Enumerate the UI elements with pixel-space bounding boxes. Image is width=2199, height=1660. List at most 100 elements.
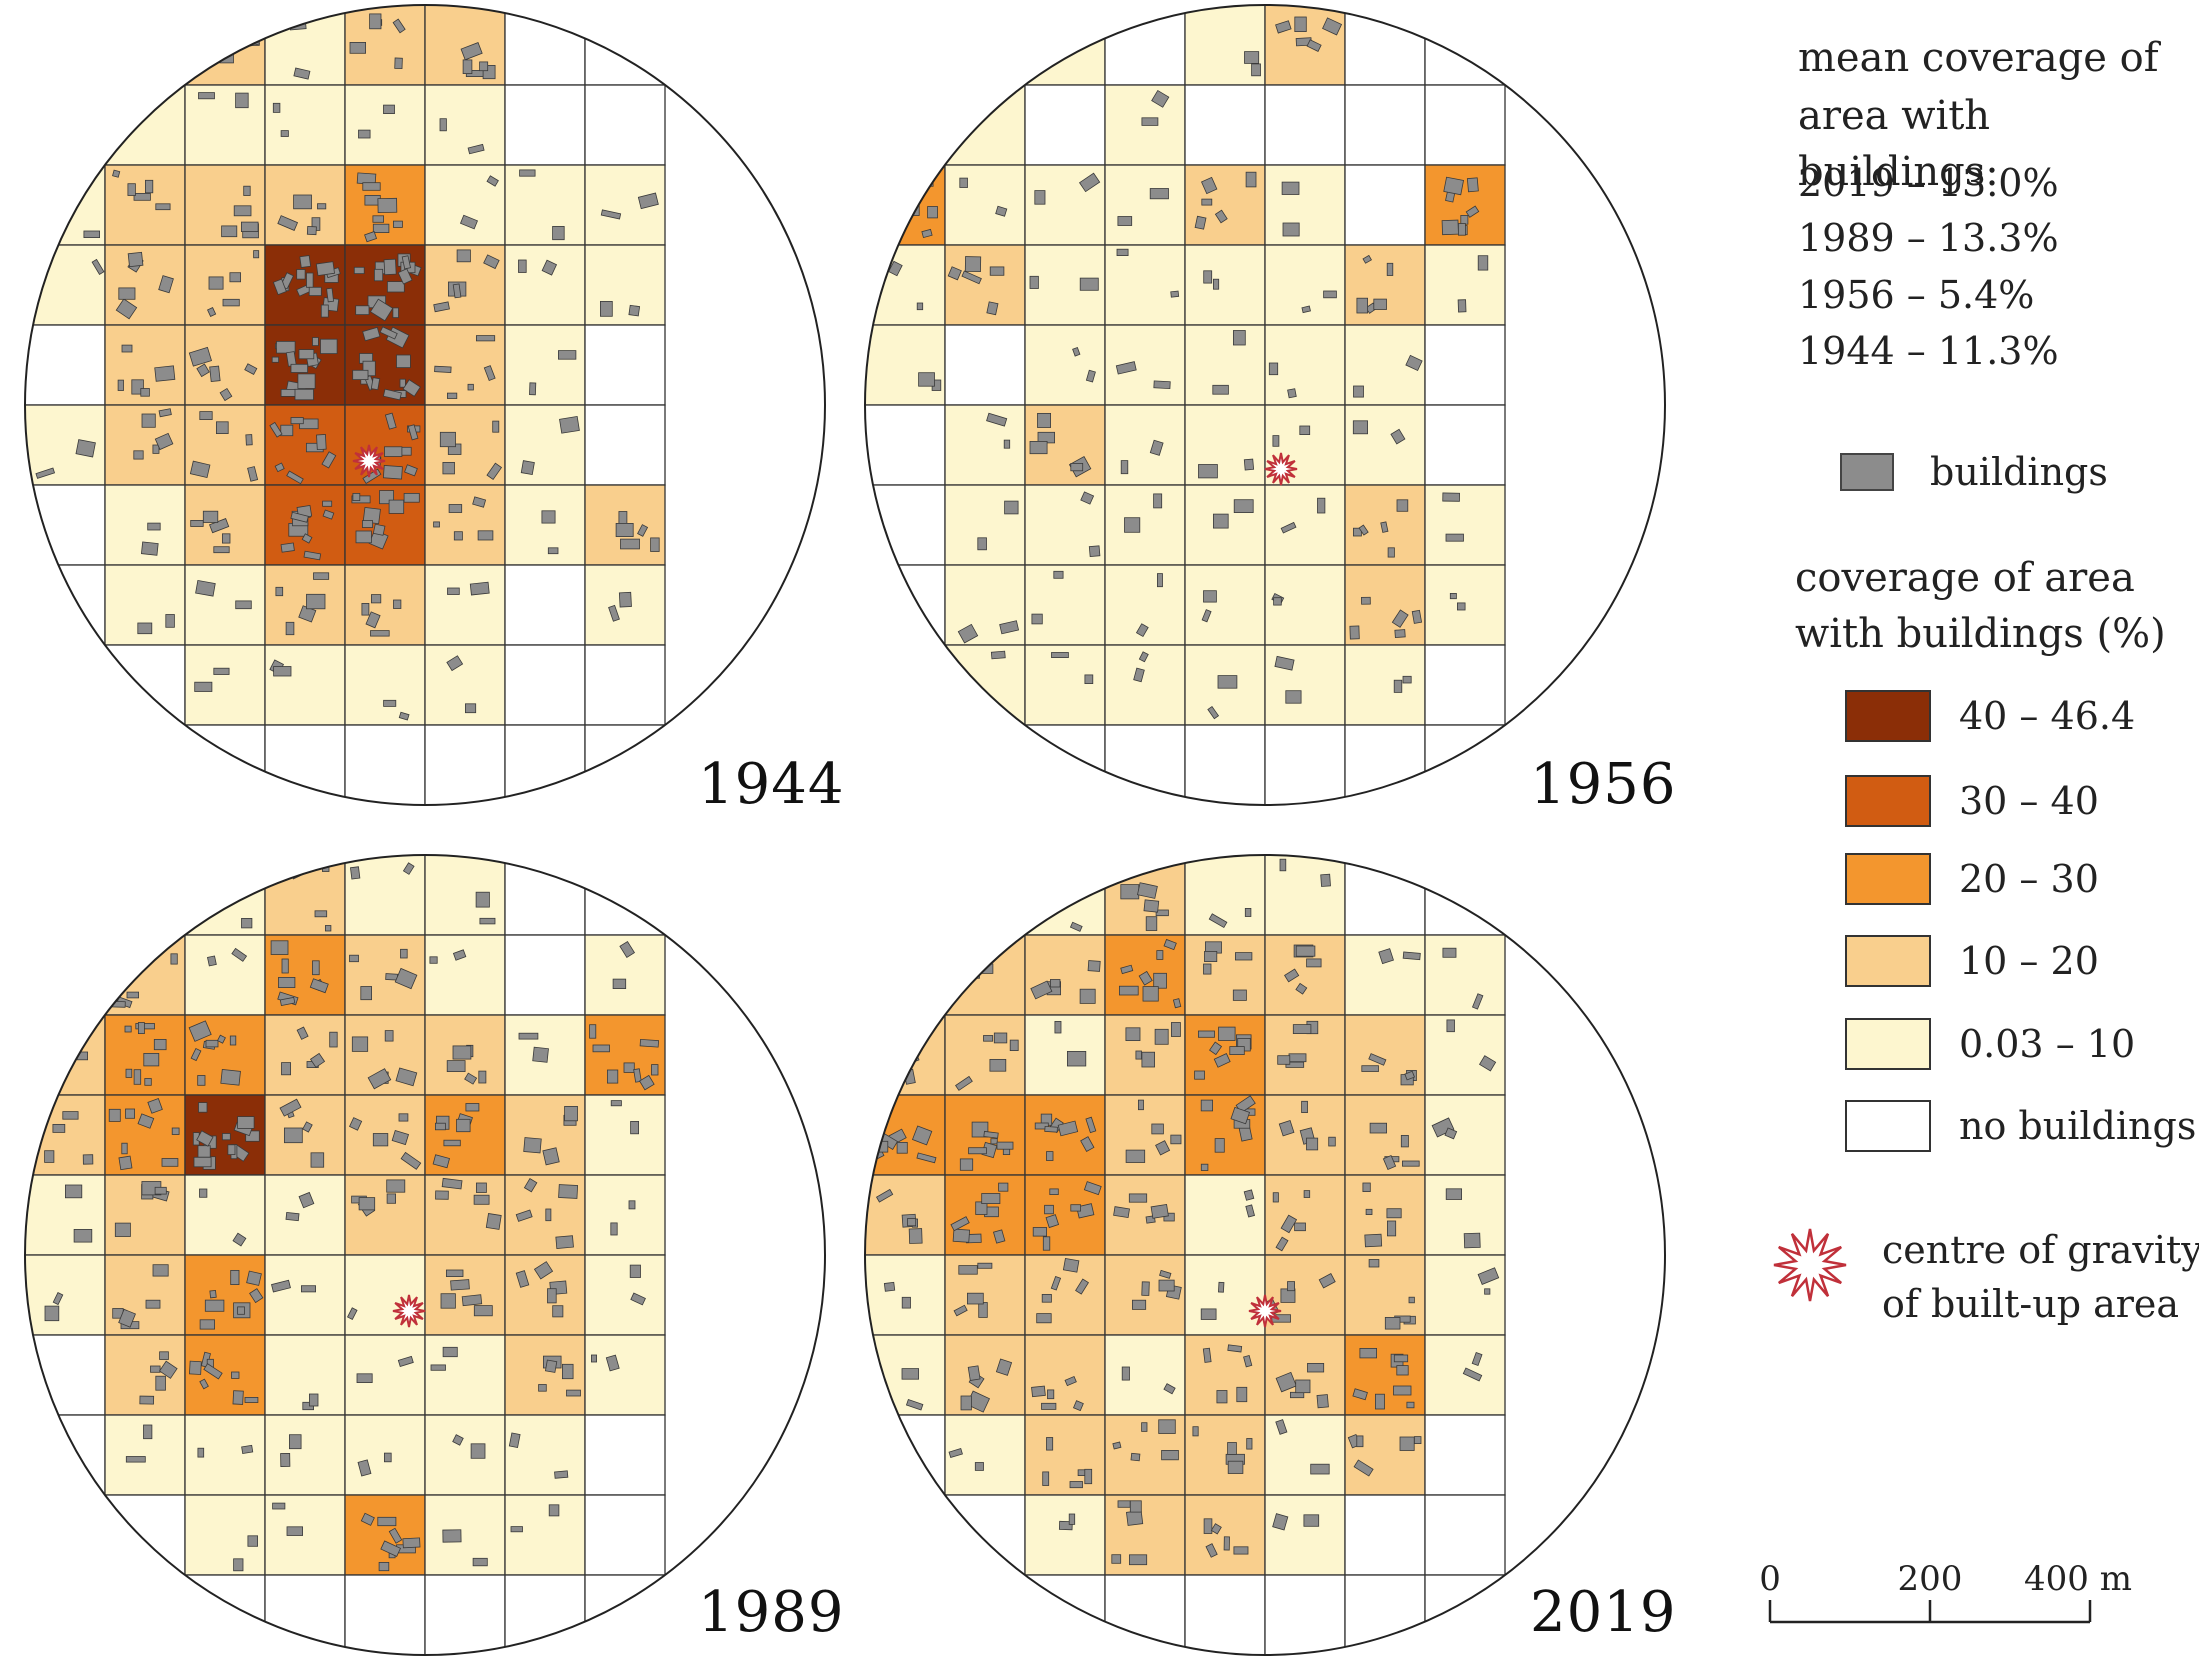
building [1070,462,1084,472]
building [1159,1269,1172,1279]
building [986,412,1008,427]
building [316,434,327,451]
building [1322,17,1343,36]
building [1041,1293,1052,1303]
grid-cell [25,1254,106,1336]
building [194,681,213,692]
building [916,302,924,311]
building [1034,1122,1049,1130]
grid-cell [504,1414,586,1496]
building [1229,1046,1245,1056]
grid-cell [344,1574,426,1655]
building [1216,1390,1228,1404]
grid-cell [584,1574,666,1655]
building [1031,862,1040,874]
grid-cell [584,724,666,805]
building [114,1222,131,1237]
scale-tick-400: 400 m [2024,1560,2132,1599]
grid-cell [264,855,346,936]
building [1029,440,1048,455]
building [1163,1383,1176,1395]
building [1151,89,1170,108]
building [890,944,901,959]
building [1387,547,1395,558]
grid-cell [1344,1414,1426,1496]
building [544,1359,558,1373]
building [986,301,999,316]
grid-cell [1104,1334,1186,1416]
building [1442,947,1457,958]
building [1295,1379,1311,1394]
building [1230,1106,1251,1125]
building [1391,609,1409,628]
building [190,520,204,527]
grid-cell [504,5,586,86]
grid-cell [104,855,186,936]
grid-cell [264,1414,346,1496]
building [456,1118,471,1133]
building [1295,945,1316,957]
building [1212,513,1229,529]
building [435,1190,449,1200]
building [285,1212,300,1222]
building [245,434,253,446]
building [306,593,326,610]
building [271,356,279,363]
building [888,260,903,277]
building [118,1155,133,1171]
building [1243,458,1255,471]
building [232,1390,244,1405]
building [401,255,411,270]
building [1278,1120,1295,1137]
legend-class-swatch [1845,1018,1931,1070]
building [383,699,397,707]
building [198,1102,208,1113]
building [980,861,998,874]
building [1044,1125,1058,1133]
building [459,214,478,230]
building [995,205,1008,217]
building [353,266,365,274]
building [475,335,496,342]
grid-cell [264,404,346,486]
building [352,369,369,380]
building [154,1186,167,1195]
building [533,1261,554,1280]
grid-cell [1024,1014,1106,1096]
building [983,1035,994,1042]
grid-cell [264,564,346,646]
building [274,462,285,473]
building [461,1294,483,1307]
building [523,1137,542,1154]
building [280,424,294,437]
building [911,1125,933,1146]
building [117,379,124,391]
building [39,183,50,194]
building [394,967,418,990]
year-label-1989: 1989 [698,1580,845,1645]
building [1295,982,1308,995]
building [1368,1259,1380,1268]
building [552,225,565,241]
centre-of-gravity-icon [1264,452,1298,486]
building [1227,1442,1237,1455]
building [953,941,966,954]
building [296,1026,309,1040]
building [1280,1214,1298,1234]
building [1047,1389,1055,1400]
building [1163,1212,1175,1222]
legend-class-row: 0.03 – 10 [1845,1018,2135,1070]
grid-cell [264,1334,346,1416]
grid-cell [25,564,106,646]
building [981,1193,1001,1205]
building [1233,1546,1249,1555]
building [402,862,415,875]
building [230,1269,240,1285]
building [880,980,898,1000]
building [386,1193,397,1204]
building [1246,1438,1253,1450]
building [108,1108,121,1122]
grid-cell [104,244,186,326]
building [384,446,403,457]
building [213,546,230,554]
